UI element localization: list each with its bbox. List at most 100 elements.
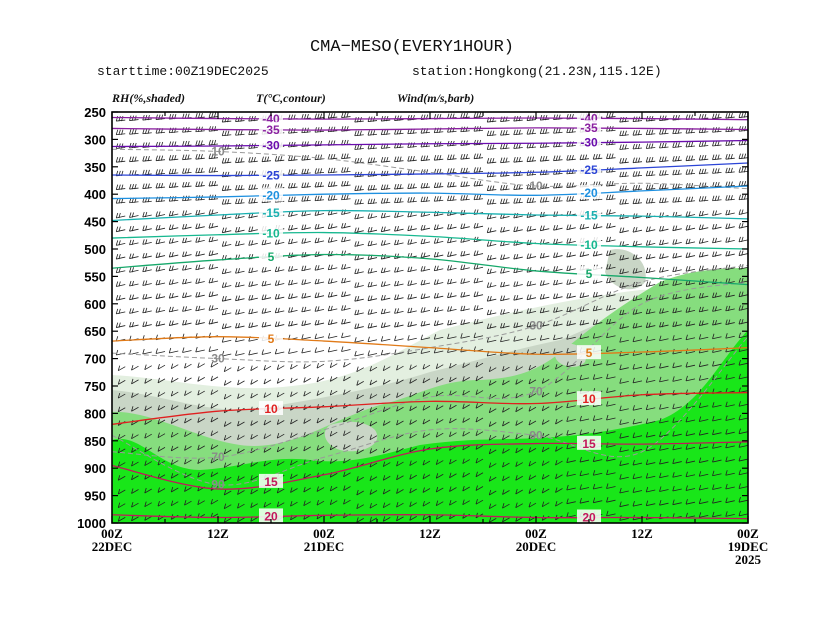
wind-barb xyxy=(698,196,709,202)
wind-barb xyxy=(195,250,205,257)
wind-barb xyxy=(396,515,404,522)
wind-barb xyxy=(685,293,696,300)
wind-barb xyxy=(435,363,444,370)
wind-barb xyxy=(632,309,643,315)
wind-barb xyxy=(712,456,722,463)
wind-barb xyxy=(182,265,192,271)
wind-barb xyxy=(592,483,603,490)
wind-barb xyxy=(566,347,576,354)
wind-barb xyxy=(500,295,510,302)
wind-barb xyxy=(380,240,391,246)
wind-barb xyxy=(396,378,404,385)
wind-barb xyxy=(513,226,523,233)
isotherm-label: 5 xyxy=(268,250,275,264)
wind-barb xyxy=(314,168,325,174)
wind-barb xyxy=(367,157,378,164)
wind-barb xyxy=(155,155,166,162)
wind-barb xyxy=(369,407,378,413)
wind-barb xyxy=(221,158,232,164)
wind-barb xyxy=(553,128,563,134)
wind-barb xyxy=(502,366,510,372)
wind-barb xyxy=(513,184,523,190)
wind-barb xyxy=(553,348,563,354)
wind-barb xyxy=(712,195,722,202)
wind-barb xyxy=(685,348,696,354)
wind-barb xyxy=(354,199,364,205)
wind-barb xyxy=(316,376,325,383)
wind-barb xyxy=(500,227,510,233)
wind-barb xyxy=(367,281,378,288)
wind-barb xyxy=(486,282,497,288)
wind-barb xyxy=(475,485,484,491)
wind-barb xyxy=(129,253,139,259)
wind-barb xyxy=(354,144,364,150)
wind-barb xyxy=(447,292,457,299)
isotherm-label: -30 xyxy=(580,136,598,150)
wind-barb xyxy=(168,265,179,272)
wind-barb xyxy=(553,279,563,286)
wind-barb xyxy=(144,364,152,371)
wind-barb xyxy=(555,432,563,439)
wind-barb xyxy=(447,154,457,161)
wind-barb xyxy=(396,447,404,453)
wind-barb xyxy=(341,194,351,201)
wind-barb xyxy=(486,309,497,316)
wind-barb xyxy=(117,447,126,454)
wind-barb xyxy=(500,143,510,150)
wind-barb xyxy=(712,237,722,244)
wind-barb xyxy=(129,280,139,287)
wind-barb xyxy=(579,319,590,326)
wind-barb xyxy=(288,196,298,203)
wind-barb xyxy=(327,333,338,339)
wind-barb xyxy=(142,128,152,135)
wind-barb xyxy=(486,268,497,275)
wind-barb xyxy=(685,334,696,341)
wind-barb xyxy=(698,113,709,120)
wind-barb xyxy=(314,292,325,299)
wind-barb xyxy=(168,320,179,326)
wind-barb xyxy=(645,267,656,274)
isotherm-label-bg xyxy=(577,120,601,135)
wind-barb xyxy=(276,487,285,494)
wind-barb xyxy=(369,366,378,372)
wind-barb xyxy=(539,280,550,286)
wind-barb xyxy=(301,306,311,313)
wind-barb xyxy=(197,444,205,451)
wind-barb xyxy=(619,405,629,412)
wind-barb xyxy=(288,211,298,217)
wind-barb xyxy=(396,392,404,398)
wind-barb xyxy=(303,445,311,452)
wind-barb xyxy=(343,471,351,478)
wind-barb xyxy=(619,378,629,384)
wind-barb xyxy=(343,430,351,437)
wind-barb xyxy=(168,347,179,354)
wind-barb xyxy=(343,416,351,423)
wind-barb xyxy=(170,390,179,397)
wind-barb xyxy=(380,212,391,219)
wind-barb xyxy=(486,337,497,343)
wind-barb xyxy=(115,212,126,219)
wind-barb xyxy=(738,209,748,215)
wind-barb xyxy=(248,226,258,233)
wind-barb xyxy=(553,320,563,327)
wind-barb xyxy=(155,279,166,286)
wind-barb xyxy=(195,319,205,325)
wind-barb xyxy=(645,322,656,328)
wind-barb xyxy=(263,460,272,467)
wind-barb xyxy=(263,419,272,426)
wind-barb xyxy=(725,112,735,119)
wind-barb xyxy=(129,156,139,163)
wind-barb xyxy=(112,435,113,437)
isotherm-label-bg xyxy=(577,207,601,222)
x-tick-label: 12Z xyxy=(207,526,229,541)
wind-barb xyxy=(221,323,232,329)
wind-barb xyxy=(210,362,219,368)
wind-barb xyxy=(115,322,126,328)
wind-barb xyxy=(407,183,417,189)
y-axis: 250 300 350 400 450 500 550 600 650 700 750 800 850 9… xyxy=(77,105,748,531)
wind-barb xyxy=(473,332,484,339)
wind-barb xyxy=(460,333,470,339)
wind-barb xyxy=(250,502,258,509)
isotherm-line xyxy=(112,185,748,200)
wind-barb xyxy=(659,500,669,506)
